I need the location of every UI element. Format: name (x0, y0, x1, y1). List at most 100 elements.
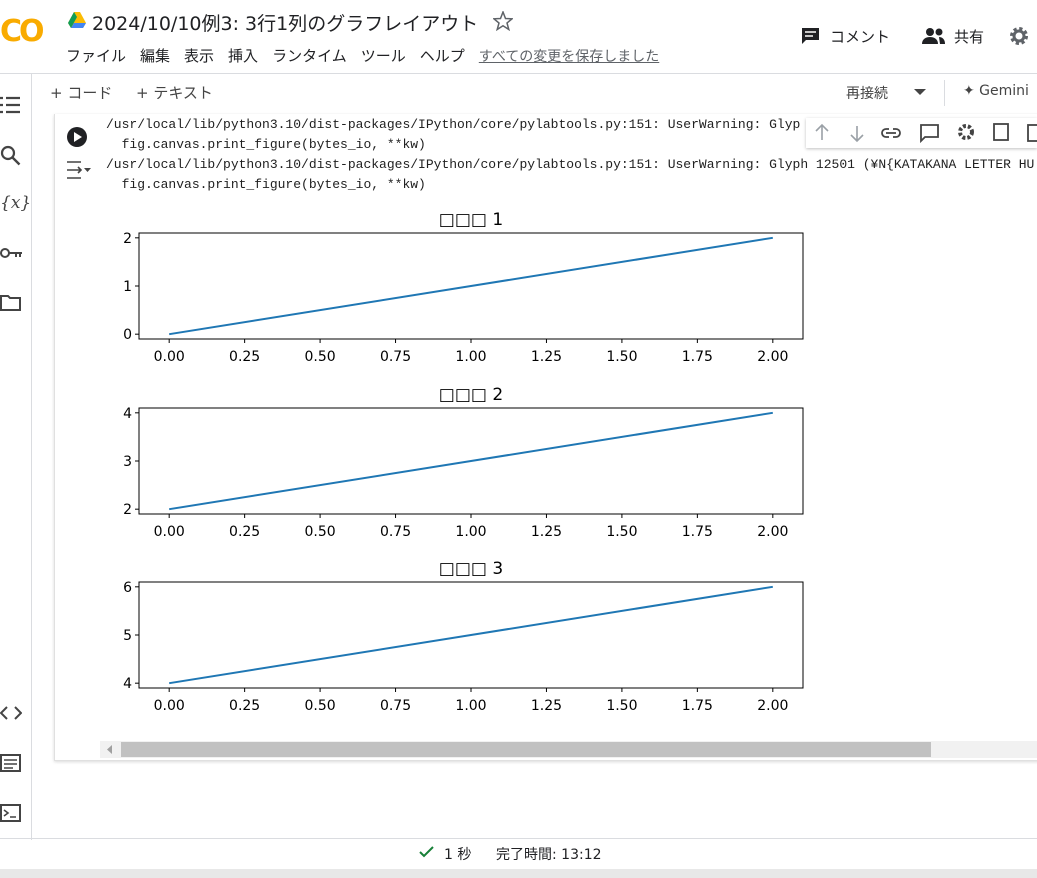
y-tick-label: 2 (123, 231, 132, 247)
settings[interactable] (958, 124, 974, 140)
x-tick-label: 0.75 (380, 349, 411, 365)
y-tick-label: 4 (123, 406, 132, 422)
menu-bar: ファイル 編集 表示 挿入 ランタイム ツール ヘルプ すべての変更を保存しました (66, 45, 673, 66)
figure: □□□ 1 0.00 0.25 0.50 0.75 1.00 1.25 1.50 1.75 2.0… (123, 210, 804, 714)
x-tick-label: 1.00 (455, 349, 486, 365)
x-tick-label: 1.00 (455, 698, 486, 714)
variables-icon[interactable]: {x} (0, 193, 32, 213)
x-tick-label: 2.00 (757, 698, 788, 714)
y-tick-label: 3 (123, 454, 132, 470)
x-tick-label: 1.25 (531, 524, 562, 540)
menu-item[interactable]: ツール (360, 47, 406, 65)
output-line: fig.canvas.print_figure(bytes_io, **kw) (106, 137, 426, 152)
gemini-button[interactable]: ✦ Gemini (963, 83, 1029, 99)
toc-icon[interactable] (0, 95, 22, 115)
add-code-button[interactable]: + コード (50, 84, 113, 102)
axes-frame (138, 232, 804, 340)
x-tick-label: 1.50 (606, 524, 637, 540)
output-line: /usr/local/lib/python3.10/dist-packages/… (106, 157, 1035, 172)
cell-toolbar (806, 118, 1037, 148)
comment-icon (802, 28, 819, 44)
menu-item[interactable]: ヘルプ (419, 47, 465, 65)
menu-item[interactable]: ランタイム (272, 47, 347, 65)
chart-title: □□□ 1 (439, 210, 503, 230)
dropdown-icon[interactable] (914, 89, 926, 97)
menu-item[interactable]: 表示 (184, 47, 215, 65)
comment[interactable] (920, 124, 939, 144)
x-tick-label: 1.25 (531, 349, 562, 365)
sidebar-border (31, 74, 32, 840)
y-tick-label: 5 (123, 628, 132, 644)
menu-item[interactable]: 編集 (140, 47, 171, 65)
delete[interactable] (1027, 124, 1037, 142)
x-tick-label: 1.25 (531, 698, 562, 714)
x-tick-label: 0.00 (154, 524, 185, 540)
scroll-left[interactable] (106, 745, 114, 755)
y-tick-label: 6 (123, 580, 132, 596)
y-tick-label: 0 (123, 327, 132, 343)
x-tick-label: 1.00 (455, 524, 486, 540)
x-tick-label: 1.50 (606, 349, 637, 365)
divider (0, 73, 1037, 74)
logo[interactable]: CO (0, 14, 44, 49)
check-icon (419, 846, 434, 858)
add-text-button[interactable]: + テキスト (136, 84, 213, 102)
star-icon[interactable] (493, 11, 513, 31)
divider (0, 838, 1037, 839)
x-tick-label: 0.00 (154, 698, 185, 714)
x-tick-label: 0.75 (380, 524, 411, 540)
reconnect-button[interactable]: 再接続 (846, 86, 888, 102)
scrollbar-thumb[interactable] (121, 742, 931, 757)
taskbar (0, 869, 1037, 878)
y-tick-label: 2 (123, 502, 132, 518)
link[interactable] (881, 128, 901, 138)
output-toggle-icon[interactable] (66, 160, 92, 180)
menu-item[interactable]: 挿入 (228, 47, 259, 65)
code-cell (54, 114, 1037, 761)
save-status[interactable]: すべての変更を保存しました (478, 49, 660, 65)
move-down[interactable] (850, 126, 864, 143)
secrets-icon[interactable] (0, 246, 24, 260)
move-up[interactable] (815, 123, 829, 140)
menu-item[interactable]: ファイル (66, 47, 127, 65)
terminal-icon[interactable] (0, 803, 22, 823)
y-tick-label: 4 (123, 676, 132, 692)
comment-button[interactable]: コメント (830, 28, 891, 46)
axes-frame (138, 407, 804, 515)
line (169, 585, 773, 685)
notebook-title[interactable]: 2024/10/10例3: 3行1列のグラフレイアウト (92, 13, 479, 35)
x-tick-label: 1.75 (682, 524, 713, 540)
share-icon (922, 28, 945, 44)
completed-time: 完了時間: 13:12 (496, 847, 602, 863)
output-line: fig.canvas.print_figure(bytes_io, **kw) (106, 177, 426, 192)
output-text: /usr/local/lib/python3.10/dist-packages/… (106, 115, 1037, 195)
x-tick-label: 1.75 (682, 698, 713, 714)
chart-title: □□□ 3 (439, 559, 503, 579)
drive-icon (68, 12, 86, 28)
mirror[interactable] (993, 123, 1009, 141)
x-tick-label: 0.75 (380, 698, 411, 714)
x-tick-label: 2.00 (757, 524, 788, 540)
x-tick-label: 2.00 (757, 349, 788, 365)
x-tick-label: 1.75 (682, 349, 713, 365)
x-tick-label: 1.50 (606, 698, 637, 714)
chart-title: □□□ 2 (439, 385, 503, 405)
x-tick-label: 0.25 (229, 349, 260, 365)
output-line: /usr/local/lib/python3.10/dist-packages/… (106, 117, 801, 132)
settings-icon[interactable] (1009, 26, 1029, 46)
x-tick-label: 0.25 (229, 698, 260, 714)
share-button[interactable]: 共有 (954, 28, 985, 46)
line (169, 411, 773, 511)
search-icon[interactable] (0, 145, 22, 167)
run-duration: 1 秒 (444, 847, 472, 863)
divider (944, 80, 945, 106)
axes-frame (138, 581, 804, 689)
code-snippets-icon[interactable] (0, 704, 22, 722)
command-palette-icon[interactable] (0, 753, 22, 773)
files-icon[interactable] (0, 294, 22, 312)
run-button[interactable] (66, 126, 88, 148)
x-tick-label: 0.25 (229, 524, 260, 540)
line (169, 236, 773, 336)
